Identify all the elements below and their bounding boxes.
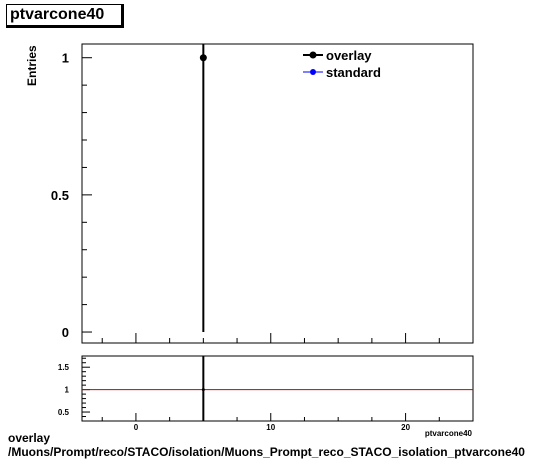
main-y-tick-labels: 00.51 xyxy=(51,51,69,340)
ratio-point xyxy=(201,388,205,392)
y-tick-label: 0.5 xyxy=(51,188,69,203)
data-point xyxy=(199,54,207,62)
footer-histogram-path: /Muons/Prompt/reco/STACO/isolation/Muons… xyxy=(8,445,525,459)
ratio-x-tick-label: 10 xyxy=(266,423,275,432)
ratio-x-axis-label: ptvarcone40 xyxy=(425,429,473,438)
ratio-x-tick-label: 20 xyxy=(401,423,410,432)
legend: overlay standard xyxy=(303,48,381,80)
legend-standard-label: standard xyxy=(326,65,381,80)
ratio-y-tick-label: 0.5 xyxy=(58,408,70,417)
histogram-title: ptvarcone40 xyxy=(6,4,124,28)
ratio-series xyxy=(82,356,473,421)
ratio-plot-frame xyxy=(81,355,474,422)
footer-overlay-label: overlay xyxy=(8,431,51,445)
main-y-axis-label: Entries xyxy=(25,45,39,86)
ratio-y-tick-label: 1.5 xyxy=(58,363,70,372)
legend-standard-marker xyxy=(310,69,316,75)
main-plot-frame xyxy=(81,43,474,344)
ratio-tick-labels: 0.5 1 1.5 0 10 20 xyxy=(58,363,411,432)
main-series xyxy=(199,44,207,333)
main-tick-marks xyxy=(82,57,474,343)
y-tick-label: 0 xyxy=(62,325,69,340)
y-tick-label: 1 xyxy=(62,51,69,66)
ratio-x-tick-label: 0 xyxy=(134,423,139,432)
legend-overlay-marker xyxy=(309,51,317,59)
legend-overlay-label: overlay xyxy=(326,48,372,63)
ratio-y-tick-label: 1 xyxy=(65,386,70,395)
